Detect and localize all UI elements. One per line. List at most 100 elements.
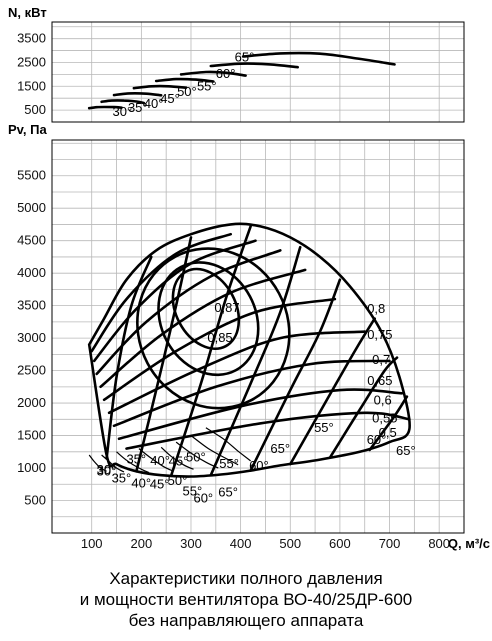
blade-angle-label: 50° bbox=[186, 450, 206, 465]
power-curve bbox=[154, 77, 215, 83]
pressure-xtick-label: 100 bbox=[81, 536, 103, 551]
blade-angle-label: 40° bbox=[150, 453, 170, 468]
pressure-xtick-label: 600 bbox=[329, 536, 351, 551]
pressure-ytick-label: 1500 bbox=[17, 428, 46, 443]
pressure-axis-title: Pv, Па bbox=[8, 122, 48, 137]
blade-angle-curve bbox=[90, 232, 232, 353]
power-curve-label: 65° bbox=[235, 50, 255, 65]
pressure-ytick-label: 4500 bbox=[17, 233, 46, 248]
blade-angle-label: 65° bbox=[270, 441, 290, 456]
efficiency-label: 0,8 bbox=[367, 301, 385, 316]
pressure-xtick-label: 300 bbox=[180, 536, 202, 551]
pressure-ytick-label: 2000 bbox=[17, 395, 46, 410]
pressure-frame bbox=[51, 139, 465, 534]
lower-angle-label: 45° bbox=[150, 476, 170, 491]
blade-angle-curve bbox=[117, 388, 404, 441]
power-curve bbox=[241, 51, 396, 66]
power-curve bbox=[209, 62, 299, 69]
blade-angle-label: 60° bbox=[249, 458, 269, 473]
lower-angle-curve bbox=[190, 435, 239, 466]
efficiency-label: 0,85 bbox=[207, 330, 232, 345]
efficiency-ray bbox=[328, 356, 399, 459]
lower-angle-curve bbox=[175, 441, 219, 469]
blade-angle-curve bbox=[125, 411, 411, 450]
power-curve bbox=[112, 92, 163, 97]
pressure-grid bbox=[52, 140, 464, 533]
power-curve bbox=[100, 99, 146, 105]
power-axis-title: N, кВт bbox=[8, 5, 47, 20]
efficiency-label: 0,87 bbox=[214, 300, 239, 315]
pressure-ytick-label: 3000 bbox=[17, 330, 46, 345]
blade-angle-curve bbox=[99, 268, 307, 389]
power-curve-label: 60° bbox=[216, 66, 236, 81]
lower-angle-curve bbox=[160, 446, 194, 470]
power-curve-label: 50° bbox=[177, 84, 197, 99]
lower-angle-label: 65° bbox=[218, 485, 238, 500]
power-ytick-label: 2500 bbox=[17, 54, 46, 69]
power-grid bbox=[52, 22, 464, 123]
power-curve-label: 45° bbox=[160, 91, 180, 106]
power-frame bbox=[51, 21, 465, 123]
efficiency-label: 0,55 bbox=[372, 411, 397, 426]
efficiency-contour bbox=[136, 247, 291, 410]
lower-angle-curve bbox=[205, 427, 251, 462]
pressure-ytick-label: 5000 bbox=[17, 200, 46, 215]
lower-angle-label: 30° bbox=[97, 463, 117, 478]
blade-angle-curve bbox=[92, 239, 257, 363]
power-curve-label: 30° bbox=[113, 104, 133, 119]
lower-angle-label: 40° bbox=[131, 476, 151, 491]
efficiency-label: 0,5 bbox=[379, 425, 397, 440]
side-angle-label: 65° bbox=[396, 443, 416, 458]
power-curve-label: 55° bbox=[197, 78, 217, 93]
pressure-xtick-label: 800 bbox=[428, 536, 450, 551]
pressure-ytick-label: 500 bbox=[24, 493, 46, 508]
power-curve bbox=[87, 105, 123, 110]
side-angle-label: 55° bbox=[314, 420, 334, 435]
caption-line-1: Характеристики полного давления bbox=[109, 569, 382, 588]
power-curve-label: 40° bbox=[144, 96, 164, 111]
lower-angle-curve bbox=[116, 451, 150, 474]
power-curve bbox=[132, 84, 188, 90]
efficiency-ray bbox=[209, 245, 302, 477]
lower-angle-label: 50° bbox=[168, 473, 188, 488]
pressure-ytick-label: 2500 bbox=[17, 363, 46, 378]
efficiency-ray bbox=[249, 278, 342, 472]
blade-angle-label: 55° bbox=[219, 456, 239, 471]
blade-angle-label: 35° bbox=[126, 452, 146, 467]
efficiency-ray bbox=[105, 255, 153, 460]
power-ytick-label: 500 bbox=[24, 102, 46, 117]
power-curve bbox=[179, 70, 247, 77]
lower-angle-label: 35° bbox=[112, 470, 132, 485]
power-ytick-label: 1500 bbox=[17, 78, 46, 93]
pressure-ytick-label: 3500 bbox=[17, 298, 46, 313]
efficiency-ray bbox=[135, 236, 193, 473]
flow-axis-title: Q, м³/с bbox=[448, 536, 490, 551]
blade-angle-curve bbox=[102, 297, 337, 402]
pressure-xtick-label: 400 bbox=[230, 536, 252, 551]
lower-angle-curve bbox=[88, 454, 107, 472]
pressure-xtick-label: 500 bbox=[279, 536, 301, 551]
efficiency-ray bbox=[169, 225, 252, 478]
lower-angle-curve bbox=[101, 454, 125, 473]
operating-field-outline bbox=[87, 222, 411, 478]
blade-angle-label: 30° bbox=[97, 462, 117, 477]
blade-angle-curve bbox=[107, 330, 366, 415]
side-angle-label: 60° bbox=[367, 432, 387, 447]
pressure-panel: 500 1000 1500 2000 2500 3000 3500 4000 4500 5000 5… bbox=[8, 122, 490, 551]
pressure-ytick-label: 1000 bbox=[17, 460, 46, 475]
pressure-xtick-label: 200 bbox=[130, 536, 152, 551]
power-curve-label: 35° bbox=[128, 100, 148, 115]
efficiency-label: 0,6 bbox=[374, 392, 392, 407]
efficiency-label: 0,65 bbox=[367, 373, 392, 388]
lower-angle-curve bbox=[138, 448, 174, 472]
lower-angle-label: 60° bbox=[193, 491, 213, 506]
efficiency-ray bbox=[368, 395, 409, 452]
power-ytick-label: 3500 bbox=[17, 31, 46, 46]
pressure-ytick-label: 4000 bbox=[17, 265, 46, 280]
pressure-ytick-label: 5500 bbox=[17, 168, 46, 183]
caption-line-3: без направляющего аппарата bbox=[129, 611, 364, 630]
lower-angle-label: 55° bbox=[183, 483, 203, 498]
